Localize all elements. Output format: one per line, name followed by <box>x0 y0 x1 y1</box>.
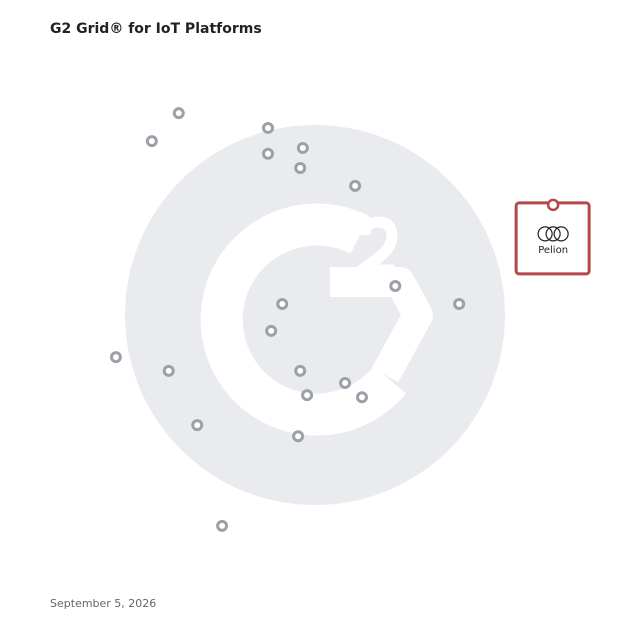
point <box>294 364 307 377</box>
point <box>262 121 275 134</box>
product-card <box>514 201 591 276</box>
grid-frame <box>50 50 580 579</box>
logo-ring <box>545 226 561 242</box>
point <box>546 198 560 212</box>
point <box>265 324 278 337</box>
point <box>172 107 185 120</box>
point <box>162 364 175 377</box>
point <box>339 377 352 390</box>
logo-ring <box>553 226 569 242</box>
point <box>292 430 305 443</box>
product-logo <box>537 226 569 242</box>
point <box>109 351 122 364</box>
highlighted-product: Pelion <box>514 198 591 276</box>
point <box>355 391 368 404</box>
logo-ring <box>537 226 553 242</box>
point <box>453 297 466 310</box>
point <box>296 141 309 154</box>
point <box>389 280 402 293</box>
point <box>262 147 275 160</box>
point <box>294 161 307 174</box>
point <box>216 519 229 532</box>
point-label: Pelion <box>538 245 568 256</box>
point <box>276 297 289 310</box>
point <box>301 389 314 402</box>
point <box>191 419 204 432</box>
point <box>145 135 158 148</box>
chart-title: G2 Grid® for IoT Platforms <box>50 21 262 37</box>
point <box>349 179 362 192</box>
footnote: September 5, 2026 <box>50 597 156 610</box>
points: Pelion <box>109 107 591 532</box>
